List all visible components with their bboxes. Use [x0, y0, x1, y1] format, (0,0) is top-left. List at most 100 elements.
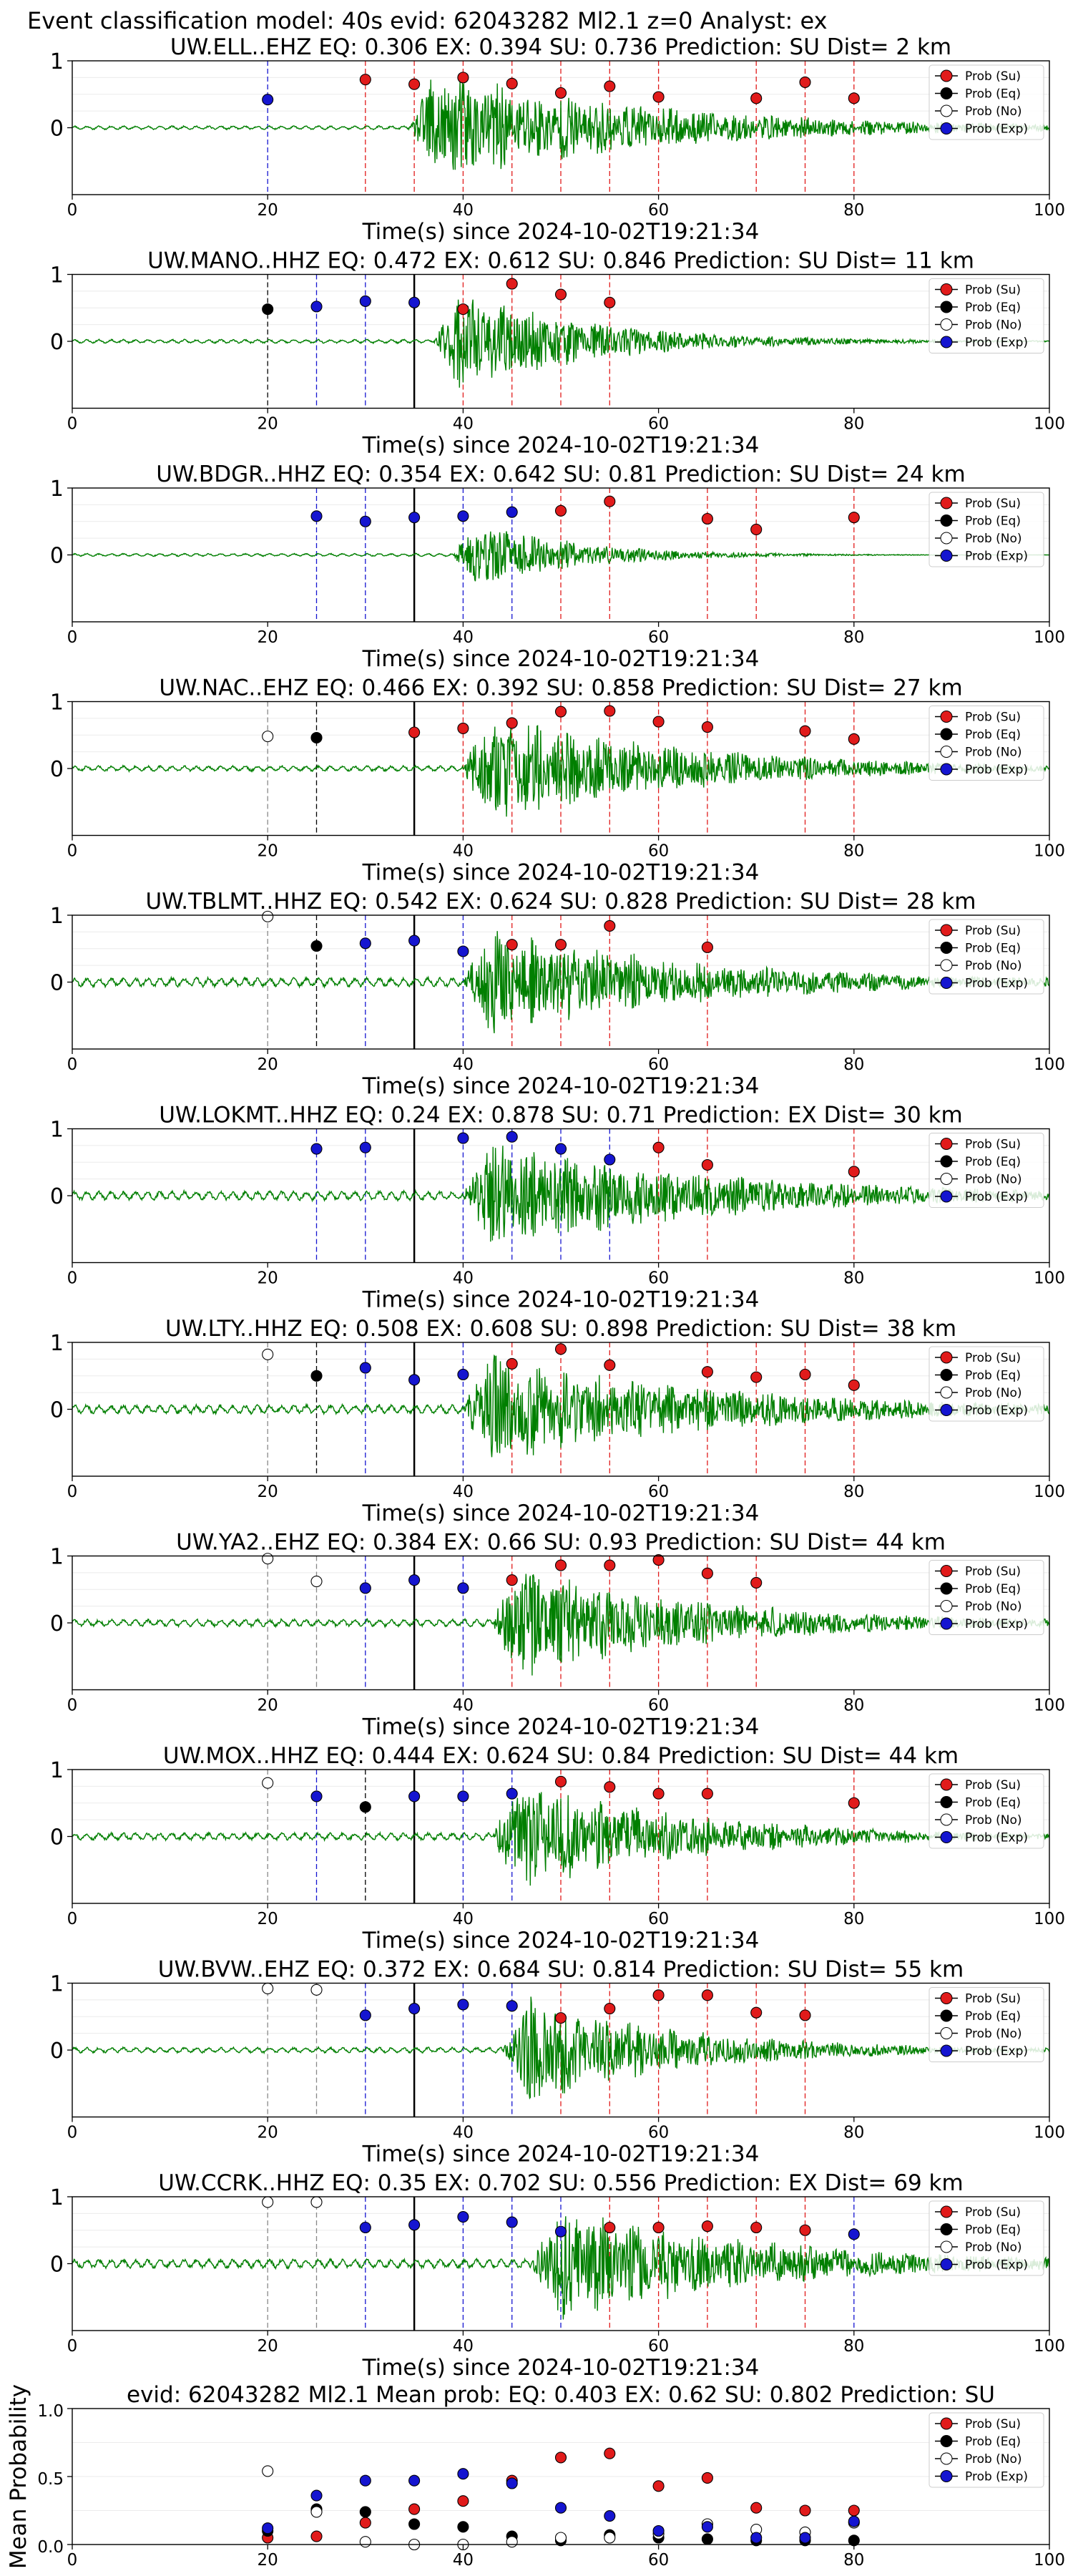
panel-7: UW.LTY..HHZ EQ: 0.508 EX: 0.608 SU: 0.89… — [50, 1316, 1065, 1526]
x-tick-label: 60 — [648, 2337, 669, 2356]
x-tick-label: 40 — [453, 1910, 474, 1928]
y-tick-label: 0 — [50, 757, 64, 782]
mean-point-eq — [701, 2533, 713, 2545]
legend-label: Prob (Eq) — [965, 2009, 1021, 2024]
prob-point-su — [848, 1379, 860, 1391]
y-tick-label: 0 — [50, 1184, 64, 1209]
legend-marker — [940, 1600, 953, 1612]
x-axis-label: Time(s) since 2024-10-02T19:21:34 — [362, 860, 760, 886]
prob-point-su — [506, 717, 518, 729]
panel-title: UW.CCRK..HHZ EQ: 0.35 EX: 0.702 SU: 0.55… — [158, 2170, 963, 2196]
legend-label: Prob (Eq) — [965, 2435, 1021, 2449]
legend-item-eq: Prob (Eq) — [935, 1582, 1021, 1596]
panel-title: UW.YA2..EHZ EQ: 0.384 EX: 0.66 SU: 0.93 … — [176, 1530, 946, 1556]
x-axis-label: Time(s) since 2024-10-02T19:21:34 — [362, 433, 760, 459]
y-tick-label: 0 — [50, 2039, 64, 2064]
legend-label: Prob (Eq) — [965, 301, 1021, 315]
prob-point-su — [701, 1366, 713, 1378]
legend-marker — [940, 1369, 953, 1381]
prob-point-su — [604, 2221, 616, 2234]
prob-point-exp — [310, 510, 323, 522]
prob-point-su — [604, 919, 616, 932]
waveform-trace — [72, 79, 1050, 170]
x-tick-label: 80 — [843, 1483, 864, 1501]
legend-label: Prob (Su) — [965, 69, 1021, 84]
legend-item-eq: Prob (Eq) — [935, 1369, 1021, 1383]
legend-item-eq: Prob (Eq) — [935, 1796, 1021, 1810]
mean-point-no — [359, 2536, 371, 2548]
legend-item-no: Prob (No) — [935, 746, 1022, 760]
prob-point-exp — [359, 1582, 371, 1594]
legend-label: Prob (Exp) — [965, 336, 1028, 350]
legend-label: Prob (Exp) — [965, 2470, 1028, 2484]
prob-point-su — [848, 733, 860, 745]
x-tick-label: 20 — [258, 2337, 278, 2356]
panel-11: UW.CCRK..HHZ EQ: 0.35 EX: 0.702 SU: 0.55… — [50, 2170, 1065, 2381]
mean-point-exp — [799, 2532, 811, 2544]
prob-point-su — [701, 1158, 713, 1171]
legend-marker — [940, 514, 953, 527]
prob-point-su — [359, 74, 371, 86]
prob-point-su — [506, 1357, 518, 1370]
mean-point-su — [359, 2517, 371, 2529]
legend-label: Prob (No) — [965, 1600, 1022, 1614]
legend-item-su: Prob (Su) — [935, 1565, 1021, 1579]
legend-label: Prob (Eq) — [965, 942, 1021, 956]
legend-item-exp: Prob (Exp) — [935, 122, 1028, 137]
x-tick-label: 20 — [258, 201, 278, 220]
prob-point-su — [604, 80, 616, 92]
prob-point-no — [310, 1575, 323, 1588]
legend: Prob (Su) Prob (Eq) Prob (No) Prob (Exp) — [929, 2412, 1044, 2488]
x-tick-label: 60 — [648, 1055, 669, 1074]
x-tick-label: 40 — [453, 1483, 474, 1501]
legend-label: Prob (Su) — [965, 1992, 1021, 2006]
legend-marker — [940, 942, 953, 954]
x-axis-label: Time(s) since 2024-10-02T19:21:34 — [362, 1501, 760, 1526]
legend-item-no: Prob (No) — [935, 1600, 1022, 1614]
legend-marker — [940, 497, 953, 509]
x-tick-label: 20 — [258, 628, 278, 647]
legend-label: Prob (No) — [965, 2452, 1022, 2467]
prob-point-exp — [457, 2211, 469, 2223]
prob-point-exp — [848, 2228, 860, 2240]
x-tick-label: 60 — [648, 1910, 669, 1928]
prob-point-exp — [310, 1790, 323, 1802]
y-tick-label: 1 — [50, 691, 64, 716]
legend-label: Prob (Exp) — [965, 1831, 1028, 1845]
legend: Prob (Su) Prob (Eq) Prob (No) Prob (Exp) — [929, 1773, 1044, 1849]
prob-point-su — [457, 303, 469, 316]
prob-point-su — [408, 726, 421, 738]
mean-point-su — [310, 2530, 323, 2542]
legend-item-no: Prob (No) — [935, 1173, 1022, 1187]
x-tick-label: 80 — [843, 1910, 864, 1928]
prob-point-exp — [554, 2225, 567, 2238]
x-tick-label: 100 — [1034, 1269, 1065, 1288]
mean-point-no — [262, 2465, 274, 2477]
x-tick-label: 60 — [648, 2551, 669, 2570]
panel-title: UW.NAC..EHZ EQ: 0.466 EX: 0.392 SU: 0.85… — [159, 675, 962, 701]
legend-label: Prob (Su) — [965, 924, 1021, 938]
legend-marker — [940, 1386, 953, 1399]
legend-marker — [940, 763, 953, 776]
panel-12: evid: 62043282 Ml2.1 Mean prob: EQ: 0.40… — [6, 2382, 1065, 2570]
legend-marker — [940, 2009, 953, 2022]
legend-marker — [940, 283, 953, 296]
prob-point-su — [457, 72, 469, 84]
legend-marker — [940, 2435, 953, 2447]
mean-point-su — [554, 2451, 567, 2464]
legend-marker — [940, 1351, 953, 1364]
legend-marker — [940, 336, 953, 348]
prob-point-exp — [359, 2221, 371, 2234]
panel-9: UW.MOX..HHZ EQ: 0.444 EX: 0.624 SU: 0.84… — [50, 1743, 1065, 1953]
legend-label: Prob (Eq) — [965, 728, 1021, 742]
x-tick-label: 0 — [67, 1269, 78, 1288]
legend-marker — [940, 2223, 953, 2235]
prob-point-eq — [262, 303, 274, 316]
legend-marker — [940, 1155, 953, 1168]
prob-point-exp — [506, 506, 518, 518]
legend-marker — [940, 318, 953, 331]
prob-point-exp — [310, 1143, 323, 1155]
mean-point-eq — [457, 2521, 469, 2533]
y-tick-label: 1 — [50, 1545, 64, 1570]
mean-point-exp — [750, 2532, 763, 2544]
